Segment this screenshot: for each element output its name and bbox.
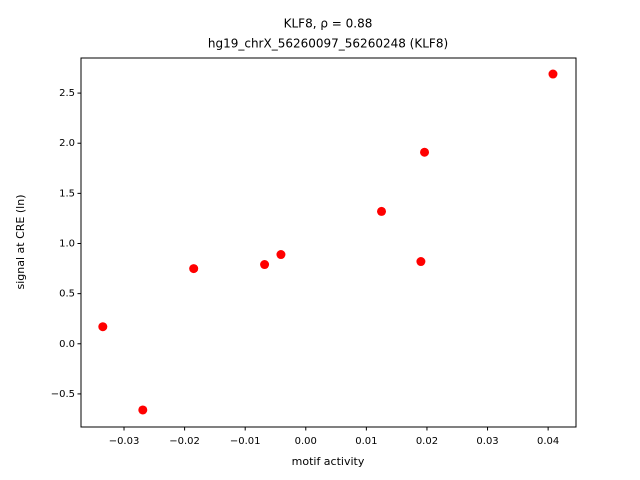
x-tick-label: −0.01 (230, 436, 261, 447)
x-tick-label: 0.03 (476, 436, 498, 447)
x-tick-label: 0.02 (416, 436, 438, 447)
point (377, 206, 387, 216)
y-tick-label: 2.0 (59, 138, 75, 149)
x-tick-label: 0.04 (537, 436, 559, 447)
y-tick-label: 0.0 (59, 339, 75, 350)
chart-title: KLF8, ρ = 0.88 (284, 17, 373, 31)
point (276, 250, 286, 260)
y-tick-label: 2.5 (59, 88, 75, 99)
x-tick-label: 0.01 (355, 436, 377, 447)
x-tick-label: 0.00 (295, 436, 317, 447)
y-tick-label: 1.5 (59, 188, 75, 199)
y-tick-label: 1.0 (59, 239, 75, 250)
y-tick-label: −0.5 (51, 389, 75, 400)
point (98, 322, 108, 332)
point (416, 257, 426, 267)
y-axis-label: signal at CRE (ln) (14, 195, 27, 290)
point (260, 260, 270, 270)
x-tick-label: −0.03 (109, 436, 140, 447)
point (189, 264, 199, 274)
plot-frame (80, 57, 577, 428)
x-tick-label: −0.02 (169, 436, 200, 447)
point (138, 405, 148, 415)
x-axis-label: motif activity (292, 455, 365, 468)
chart-subtitle: hg19_chrX_56260097_56260248 (KLF8) (208, 37, 448, 51)
point (548, 69, 558, 79)
point (420, 147, 430, 157)
y-tick-label: 0.5 (59, 289, 75, 300)
